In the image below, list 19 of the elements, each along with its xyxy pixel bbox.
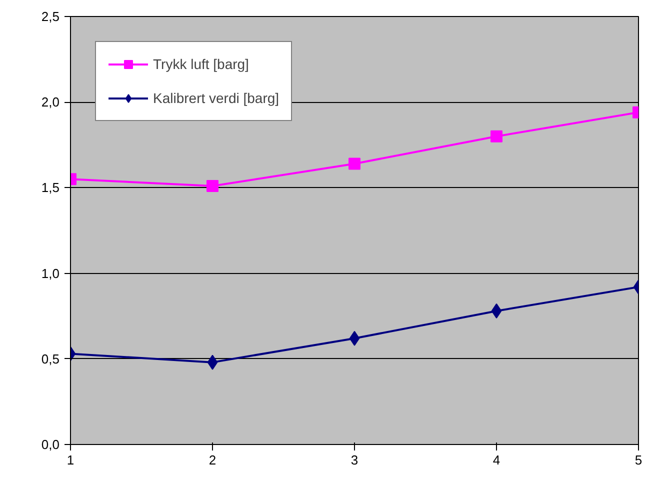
y-tick-label: 2,0 — [41, 94, 60, 110]
point — [491, 303, 502, 318]
y-tick-label: 2,5 — [41, 9, 60, 24]
y-tick-label: 1,5 — [41, 180, 60, 196]
point — [348, 158, 360, 170]
x-tick-label: 5 — [634, 452, 642, 468]
x-tick-label: 1 — [66, 452, 74, 468]
y-tick-label: 0,5 — [41, 351, 60, 366]
legend-label: Trykk luft [barg] — [153, 56, 249, 72]
x-tick-label: 4 — [492, 452, 500, 468]
point — [349, 330, 360, 346]
x-tick-label: 2 — [208, 452, 216, 468]
x-tick-label: 3 — [350, 452, 358, 468]
point — [490, 130, 502, 142]
point — [206, 180, 218, 192]
y-tick-label: 1,0 — [41, 266, 60, 281]
y-tick-label: 0,0 — [41, 437, 60, 452]
legend-label: Kalibrert verdi [barg] — [153, 90, 280, 106]
point — [207, 354, 218, 370]
